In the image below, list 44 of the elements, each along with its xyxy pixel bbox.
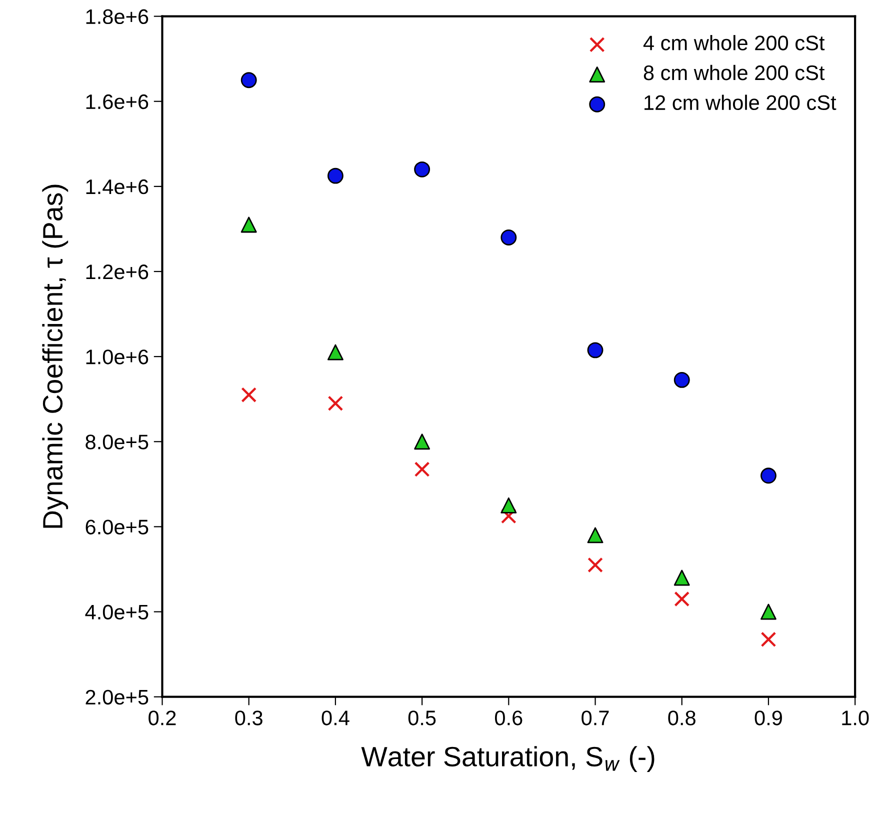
point	[500, 229, 517, 246]
x-tick-label: 0.8	[668, 710, 696, 726]
x-tick-label: 0.7	[582, 710, 609, 726]
point	[327, 344, 344, 360]
y-axis-title: Dynamic Coefficient, τ (Pas)	[42, 184, 68, 528]
point	[674, 372, 690, 388]
legend-label: 4 cm whole 200 cSt	[643, 35, 825, 50]
point	[241, 387, 257, 403]
point	[587, 342, 604, 358]
x-axis-title: Water Saturation, S$_{w}$ (-)	[361, 746, 654, 772]
point	[414, 462, 430, 477]
point	[328, 396, 344, 412]
y-tick-label: 1.4e+6	[86, 179, 148, 194]
x-tick-label: 0.2	[148, 710, 176, 726]
y-tick-label: 2.0e+5	[86, 690, 148, 705]
y-tick-label: 8.0e+5	[86, 434, 148, 450]
point	[500, 497, 517, 514]
x-tick-label: 0.4	[322, 710, 350, 726]
y-tick-label: 1.6e+6	[86, 94, 148, 110]
point	[760, 632, 776, 648]
y-tick-label: 1.0e+6	[86, 350, 148, 364]
legend-label: 12 cm whole 200 cSt	[644, 94, 836, 110]
point	[587, 527, 604, 544]
y-tick-label: 6.0e+5	[86, 520, 148, 534]
y-tick-label: 1.8e+6	[86, 9, 148, 24]
point	[327, 168, 344, 184]
y-tick-label: 1.2e+6	[86, 264, 148, 280]
point	[760, 604, 776, 620]
point	[588, 557, 603, 573]
point	[414, 161, 430, 178]
point	[240, 216, 257, 233]
x-tick-label: 0.9	[754, 710, 782, 726]
x-tick-label: 0.6	[494, 710, 522, 726]
x-tick-label: 0.3	[235, 710, 262, 726]
point	[240, 72, 257, 88]
point	[674, 570, 690, 586]
point	[414, 434, 430, 450]
point	[674, 591, 690, 607]
point	[500, 508, 516, 524]
x-tick-label: 0.5	[408, 710, 436, 726]
x-tick-label: 1.0	[842, 710, 869, 726]
legend-label: 8 cm whole 200 cSt	[644, 64, 825, 80]
y-tick-label: 4.0e+5	[85, 604, 148, 620]
point	[760, 468, 776, 484]
